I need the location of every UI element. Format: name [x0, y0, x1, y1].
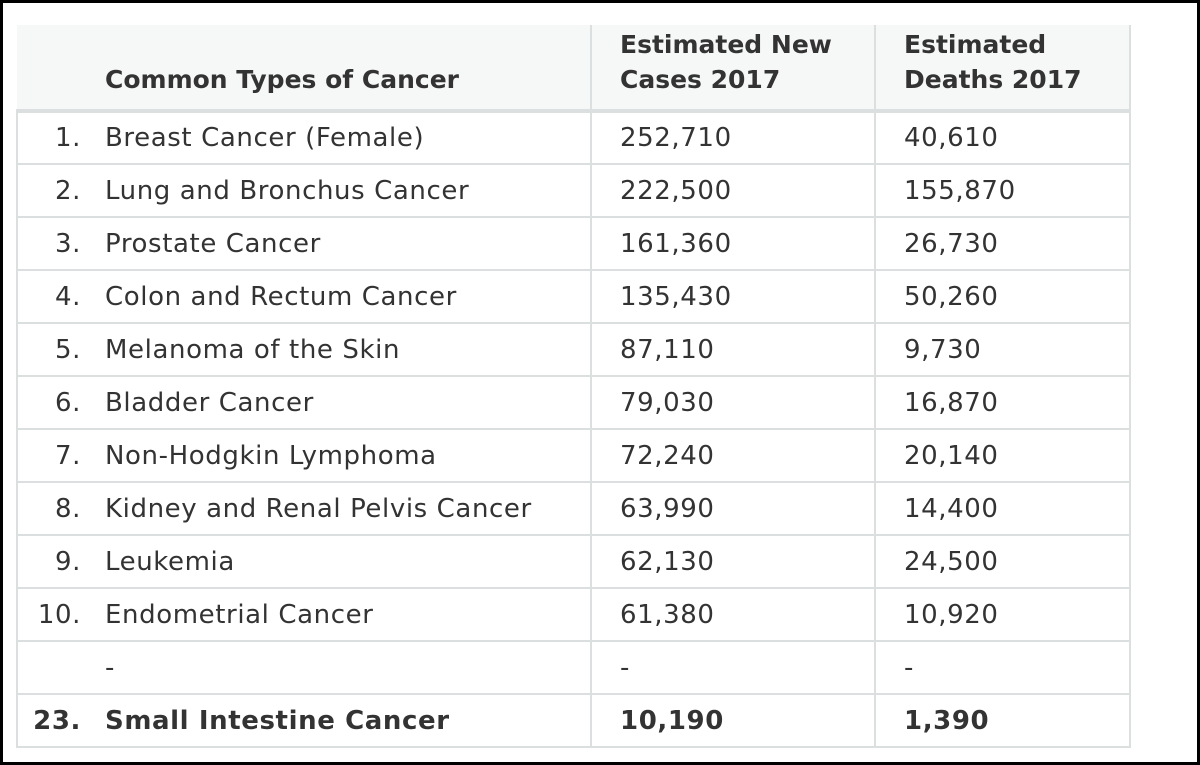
- row-rank: 3.: [16, 217, 93, 271]
- row-rank: 8.: [16, 482, 93, 536]
- row-new-cases: 87,110: [590, 323, 875, 377]
- row-rank: 9.: [16, 535, 93, 589]
- table-row: 10. Endometrial Cancer 61,380 10,920: [16, 588, 1131, 642]
- header-cases-line2: Cases 2017: [620, 65, 781, 94]
- row-rank: 23.: [16, 694, 93, 748]
- row-cancer-type: Small Intestine Cancer: [93, 694, 591, 748]
- header-estimated-deaths: Estimated Deaths 2017: [874, 25, 1131, 113]
- row-deaths: 40,610: [874, 111, 1131, 165]
- table-row: 9. Leukemia 62,130 24,500: [16, 535, 1131, 589]
- row-deaths: 50,260: [874, 270, 1131, 324]
- table-row: 2. Lung and Bronchus Cancer 222,500 155,…: [16, 164, 1131, 218]
- row-cancer-type: Lung and Bronchus Cancer: [93, 164, 591, 218]
- row-deaths: 24,500: [874, 535, 1131, 589]
- row-rank: 5.: [16, 323, 93, 377]
- row-deaths: 155,870: [874, 164, 1131, 218]
- row-cancer-type: Breast Cancer (Female): [93, 111, 591, 165]
- row-deaths: 20,140: [874, 429, 1131, 483]
- row-rank: [16, 641, 93, 695]
- header-deaths-line1: Estimated: [904, 30, 1047, 59]
- row-deaths: 16,870: [874, 376, 1131, 430]
- row-new-cases: 72,240: [590, 429, 875, 483]
- row-deaths: 14,400: [874, 482, 1131, 536]
- row-new-cases: 79,030: [590, 376, 875, 430]
- row-new-cases: -: [590, 641, 875, 695]
- row-cancer-type: Non-Hodgkin Lymphoma: [93, 429, 591, 483]
- table-row: 3. Prostate Cancer 161,360 26,730: [16, 217, 1131, 271]
- table-row-highlighted: 23. Small Intestine Cancer 10,190 1,390: [16, 694, 1131, 748]
- row-cancer-type: Bladder Cancer: [93, 376, 591, 430]
- row-deaths: 26,730: [874, 217, 1131, 271]
- table-header: Common Types of Cancer Estimated New Cas…: [17, 25, 1131, 113]
- cancer-statistics-table: Common Types of Cancer Estimated New Cas…: [16, 25, 1131, 748]
- table-row: 7. Non-Hodgkin Lymphoma 72,240 20,140: [16, 429, 1131, 483]
- row-new-cases: 252,710: [590, 111, 875, 165]
- header-cases-line1: Estimated New: [620, 30, 832, 59]
- header-estimated-new-cases: Estimated New Cases 2017: [590, 25, 875, 113]
- row-rank: 10.: [16, 588, 93, 642]
- table-row: 5. Melanoma of the Skin 87,110 9,730: [16, 323, 1131, 377]
- row-deaths: 10,920: [874, 588, 1131, 642]
- row-deaths: 1,390: [874, 694, 1131, 748]
- row-rank: 2.: [16, 164, 93, 218]
- row-deaths: -: [874, 641, 1131, 695]
- row-cancer-type: Melanoma of the Skin: [93, 323, 591, 377]
- header-number: [17, 25, 93, 113]
- row-new-cases: 63,990: [590, 482, 875, 536]
- row-new-cases: 10,190: [590, 694, 875, 748]
- header-deaths-line2: Deaths 2017: [904, 65, 1082, 94]
- row-cancer-type: Endometrial Cancer: [93, 588, 591, 642]
- row-deaths: 9,730: [874, 323, 1131, 377]
- row-cancer-type: Prostate Cancer: [93, 217, 591, 271]
- table-row: 8. Kidney and Renal Pelvis Cancer 63,990…: [16, 482, 1131, 536]
- row-rank: 6.: [16, 376, 93, 430]
- row-cancer-type: Kidney and Renal Pelvis Cancer: [93, 482, 591, 536]
- row-new-cases: 222,500: [590, 164, 875, 218]
- row-rank: 7.: [16, 429, 93, 483]
- row-cancer-type: Colon and Rectum Cancer: [93, 270, 591, 324]
- row-new-cases: 135,430: [590, 270, 875, 324]
- row-cancer-type: Leukemia: [93, 535, 591, 589]
- row-cancer-type: -: [93, 641, 591, 695]
- table-body: 1. Breast Cancer (Female) 252,710 40,610…: [16, 111, 1131, 748]
- table-row-separator: - - -: [16, 641, 1131, 695]
- header-cancer-type: Common Types of Cancer: [93, 25, 591, 113]
- table-row: 4. Colon and Rectum Cancer 135,430 50,26…: [16, 270, 1131, 324]
- row-new-cases: 61,380: [590, 588, 875, 642]
- row-new-cases: 62,130: [590, 535, 875, 589]
- row-new-cases: 161,360: [590, 217, 875, 271]
- header-row: Common Types of Cancer Estimated New Cas…: [17, 25, 1131, 113]
- row-rank: 4.: [16, 270, 93, 324]
- table-row: 1. Breast Cancer (Female) 252,710 40,610: [16, 111, 1131, 165]
- table-row: 6. Bladder Cancer 79,030 16,870: [16, 376, 1131, 430]
- row-rank: 1.: [16, 111, 93, 165]
